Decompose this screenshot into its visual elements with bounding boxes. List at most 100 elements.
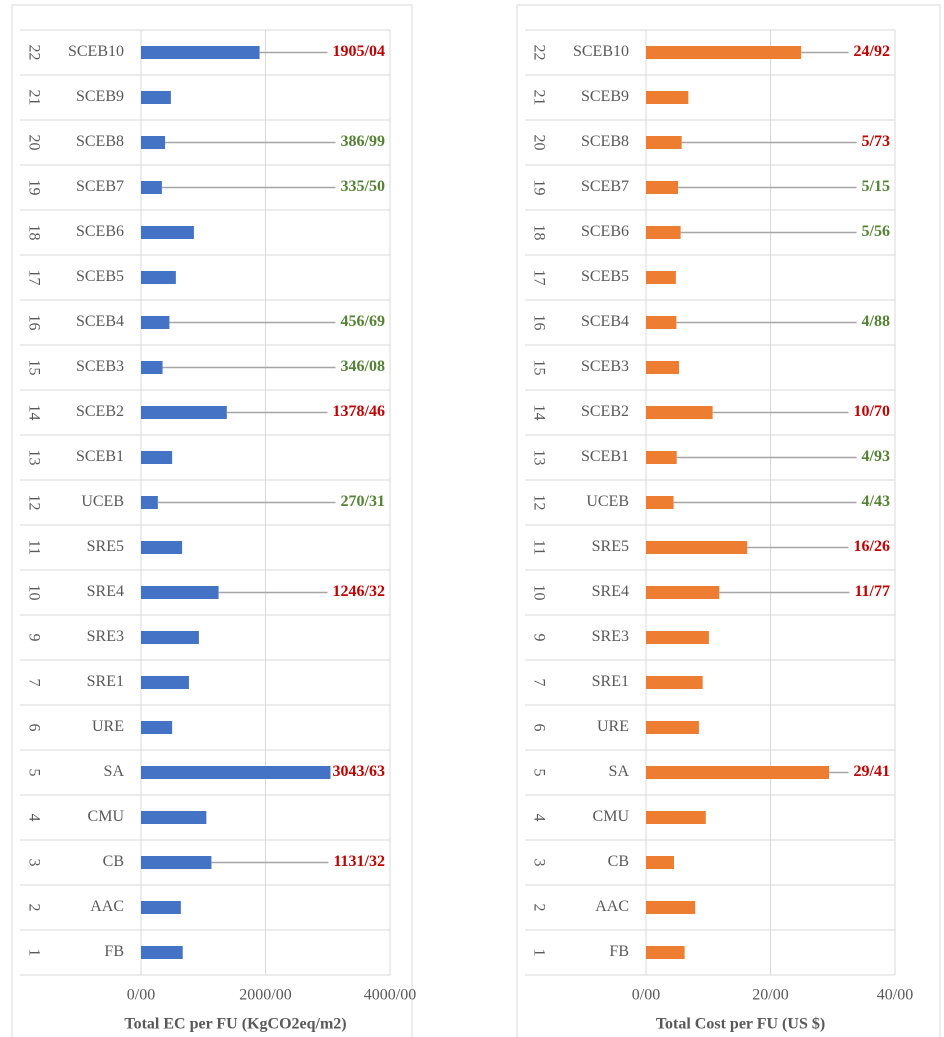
category-label: SRE3 bbox=[592, 628, 629, 645]
row-id: 17 bbox=[25, 270, 42, 286]
category-label: SCEB1 bbox=[581, 448, 629, 465]
category-label: SCEB1 bbox=[76, 448, 124, 465]
row-id: 7 bbox=[530, 679, 547, 687]
category-label: SA bbox=[104, 763, 125, 780]
category-label: SCEB8 bbox=[581, 133, 629, 150]
category-label: AAC bbox=[595, 898, 629, 915]
bar bbox=[141, 136, 166, 149]
bar bbox=[646, 271, 676, 284]
category-label: SCEB4 bbox=[581, 313, 629, 330]
x-tick-label: 40/00 bbox=[877, 987, 913, 1004]
category-label: SCEB3 bbox=[581, 358, 629, 375]
bar bbox=[141, 676, 189, 689]
x-axis-label: Total EC per FU (KgCO2eq/m2) bbox=[124, 1016, 346, 1033]
category-label: SRE3 bbox=[87, 628, 124, 645]
row-id: 15 bbox=[530, 360, 547, 376]
bar bbox=[141, 181, 162, 194]
row-id: 14 bbox=[530, 405, 547, 421]
row-id: 1 bbox=[25, 949, 42, 957]
bar bbox=[646, 811, 706, 824]
category-label: SCEB5 bbox=[581, 268, 629, 285]
category-label: SA bbox=[609, 763, 630, 780]
value-label: 456/69 bbox=[341, 313, 385, 330]
category-label: SCEB2 bbox=[76, 403, 124, 420]
x-tick-label: 0/00 bbox=[127, 987, 155, 1004]
row-id: 3 bbox=[25, 859, 42, 867]
value-label: 1246/32 bbox=[333, 583, 385, 600]
value-label: 335/50 bbox=[341, 178, 385, 195]
category-label: UCEB bbox=[81, 493, 124, 510]
row-id: 20 bbox=[530, 135, 547, 151]
row-id: 6 bbox=[530, 724, 547, 732]
bar bbox=[646, 136, 682, 149]
value-label: 5/56 bbox=[862, 223, 890, 240]
row-id: 3 bbox=[530, 859, 547, 867]
category-label: SRE1 bbox=[592, 673, 629, 690]
row-id: 10 bbox=[25, 585, 42, 601]
value-label: 4/43 bbox=[862, 493, 890, 510]
row-id: 22 bbox=[25, 45, 42, 61]
category-label: SCEB5 bbox=[76, 268, 124, 285]
row-id: 10 bbox=[530, 585, 547, 601]
bar bbox=[646, 856, 675, 869]
row-id: 17 bbox=[530, 270, 547, 286]
bar bbox=[141, 586, 219, 599]
row-id: 15 bbox=[25, 360, 42, 376]
bar bbox=[646, 316, 677, 329]
value-label: 1905/04 bbox=[333, 43, 385, 60]
bar bbox=[141, 856, 212, 869]
row-id: 21 bbox=[530, 90, 547, 106]
bar bbox=[646, 451, 677, 464]
bar bbox=[141, 721, 173, 734]
row-id: 21 bbox=[25, 90, 42, 106]
row-id: 16 bbox=[530, 315, 547, 331]
bar bbox=[646, 496, 674, 509]
value-label: 386/99 bbox=[341, 133, 385, 150]
value-label: 1131/32 bbox=[333, 853, 385, 870]
row-id: 19 bbox=[25, 180, 42, 196]
row-id: 14 bbox=[25, 405, 42, 421]
bar bbox=[141, 361, 163, 374]
bar bbox=[141, 631, 199, 644]
row-id: 7 bbox=[25, 679, 42, 687]
category-label: CMU bbox=[88, 808, 125, 825]
row-id: 18 bbox=[530, 225, 547, 241]
row-id: 19 bbox=[530, 180, 547, 196]
x-tick-label: 0/00 bbox=[632, 987, 660, 1004]
bar bbox=[646, 721, 699, 734]
category-label: SCEB7 bbox=[581, 178, 629, 195]
row-id: 5 bbox=[530, 769, 547, 777]
category-label: SCEB8 bbox=[76, 133, 124, 150]
row-id: 18 bbox=[25, 225, 42, 241]
bar bbox=[141, 541, 183, 554]
row-id: 13 bbox=[25, 450, 42, 466]
bar bbox=[646, 586, 720, 599]
row-id: 12 bbox=[25, 495, 42, 511]
category-label: SCEB9 bbox=[581, 88, 629, 105]
bar bbox=[646, 181, 679, 194]
row-id: 22 bbox=[530, 45, 547, 61]
category-label: SCEB10 bbox=[573, 43, 629, 60]
value-label: 29/41 bbox=[854, 763, 890, 780]
bar bbox=[141, 271, 176, 284]
value-label: 270/31 bbox=[341, 493, 385, 510]
category-label: CB bbox=[103, 853, 124, 870]
category-label: SCEB6 bbox=[581, 223, 629, 240]
bar bbox=[646, 541, 748, 554]
row-id: 2 bbox=[25, 904, 42, 912]
bar bbox=[141, 406, 227, 419]
category-label: AAC bbox=[90, 898, 124, 915]
row-id: 4 bbox=[530, 814, 547, 822]
bar bbox=[646, 946, 685, 959]
row-id: 6 bbox=[25, 724, 42, 732]
category-label: SCEB9 bbox=[76, 88, 124, 105]
row-id: 20 bbox=[25, 135, 42, 151]
bar bbox=[646, 226, 681, 239]
x-axis-label: Total Cost per FU (US $) bbox=[656, 1016, 825, 1033]
bar bbox=[646, 766, 830, 779]
category-label: FB bbox=[609, 943, 629, 960]
row-id: 9 bbox=[530, 634, 547, 642]
row-id: 5 bbox=[25, 769, 42, 777]
category-label: SCEB2 bbox=[581, 403, 629, 420]
value-label: 16/26 bbox=[854, 538, 890, 555]
